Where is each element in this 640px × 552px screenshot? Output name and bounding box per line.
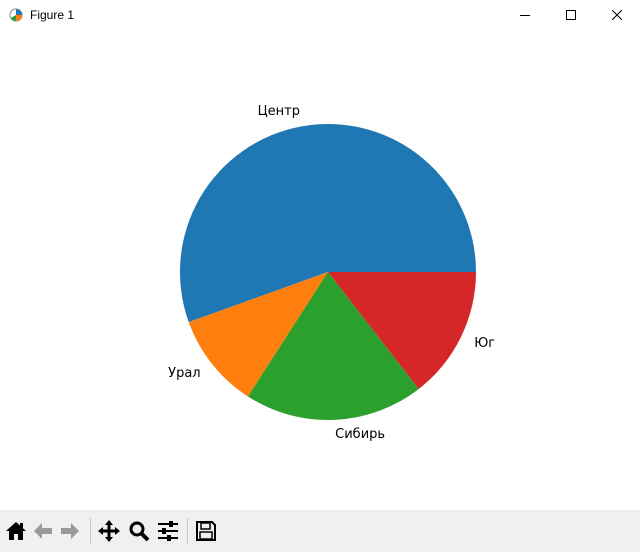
configure-subplots-button[interactable] <box>156 519 180 543</box>
zoom-icon <box>129 521 150 542</box>
pan-button[interactable] <box>97 519 121 543</box>
minimize-icon <box>520 15 530 16</box>
pie-slice-2 <box>247 272 419 420</box>
toolbar-separator <box>187 518 188 544</box>
zoom-button[interactable] <box>127 519 151 543</box>
window-title: Figure 1 <box>30 8 75 22</box>
home-icon <box>6 522 26 540</box>
title-bar: Figure 1 <box>0 0 640 30</box>
minimize-button[interactable] <box>502 0 548 30</box>
matplotlib-app-icon <box>9 8 23 22</box>
forward-icon <box>61 523 79 539</box>
save-button[interactable] <box>194 519 218 543</box>
maximize-icon <box>566 10 576 20</box>
navigation-toolbar <box>0 510 640 552</box>
pie-slice-1 <box>188 272 328 397</box>
pie-label-ural: Урал <box>168 366 200 381</box>
pie-label-center: Центр <box>258 104 300 119</box>
pie-label-south: Юг <box>474 336 495 351</box>
back-icon <box>34 523 52 539</box>
maximize-button[interactable] <box>548 0 594 30</box>
pan-icon <box>98 520 120 542</box>
pie-chart: Центр Урал Сибирь Юг <box>168 104 495 442</box>
pie-slice-0 <box>179 124 476 323</box>
toolbar-separator <box>90 518 91 544</box>
home-button[interactable] <box>4 519 28 543</box>
close-icon <box>612 10 622 20</box>
forward-button[interactable] <box>58 519 82 543</box>
back-button[interactable] <box>31 519 55 543</box>
configure-subplots-icon <box>158 521 178 541</box>
pie-label-siberia: Сибирь <box>335 427 385 442</box>
close-button[interactable] <box>594 0 640 30</box>
pie-slice-3 <box>328 272 476 389</box>
save-icon <box>196 521 216 541</box>
